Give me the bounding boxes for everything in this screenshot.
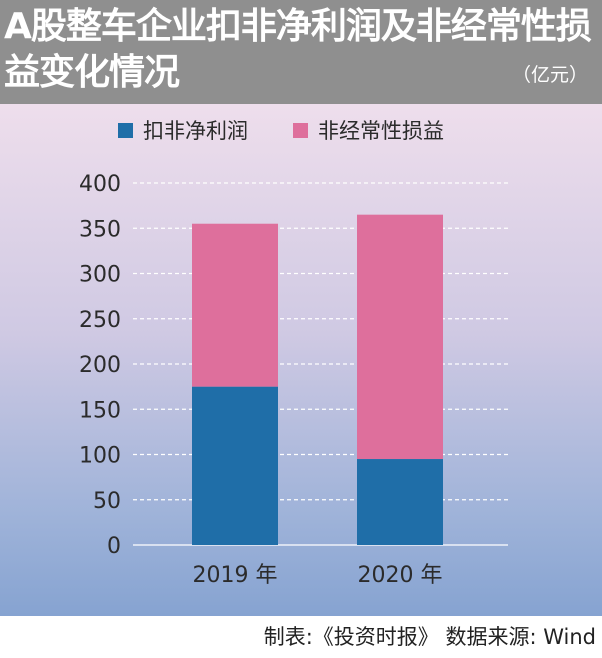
y-tick-label: 350 xyxy=(79,217,121,242)
y-tick-label: 0 xyxy=(107,534,121,559)
y-tick-label: 200 xyxy=(79,353,121,378)
legend-swatch xyxy=(118,123,133,138)
legend: 扣非净利润 非经常性损益 xyxy=(118,119,444,143)
x-axis-ticks: 2019 年 2020 年 xyxy=(193,563,443,588)
y-tick-label: 250 xyxy=(79,308,121,333)
bar-segment xyxy=(357,214,443,460)
chart-header: A股整车企业扣非净利润及非经常性损益变化情况 （亿元） xyxy=(0,0,602,104)
y-tick-label: 150 xyxy=(79,398,121,423)
unit-label: （亿元） xyxy=(511,64,588,86)
grid-lines xyxy=(133,182,508,546)
y-tick-label: 50 xyxy=(93,489,121,514)
bar-segment xyxy=(192,386,278,545)
bar-segment xyxy=(192,223,278,387)
legend-label: 非经常性损益 xyxy=(318,119,444,143)
bars xyxy=(192,214,443,545)
stacked-bar-chart: 0 50 100 150 200 250 300 350 400 2019 年 2020 年 扣非… xyxy=(79,119,508,588)
legend-swatch xyxy=(293,123,308,138)
chart-title: A股整车企业扣非净利润及非经常性损益变化情况 xyxy=(4,6,592,93)
bar-segment xyxy=(357,459,443,545)
x-tick-label: 2020 年 xyxy=(358,563,443,588)
x-tick-label: 2019 年 xyxy=(193,563,278,588)
plot-background xyxy=(0,104,602,616)
source-note: 制表:《投资时报》 数据来源: Wind xyxy=(263,625,596,649)
y-tick-label: 100 xyxy=(79,444,121,469)
y-tick-label: 400 xyxy=(79,172,121,197)
legend-label: 扣非净利润 xyxy=(143,119,248,143)
y-tick-label: 300 xyxy=(79,263,121,288)
y-axis-ticks: 0 50 100 150 200 250 300 350 400 xyxy=(79,172,121,559)
